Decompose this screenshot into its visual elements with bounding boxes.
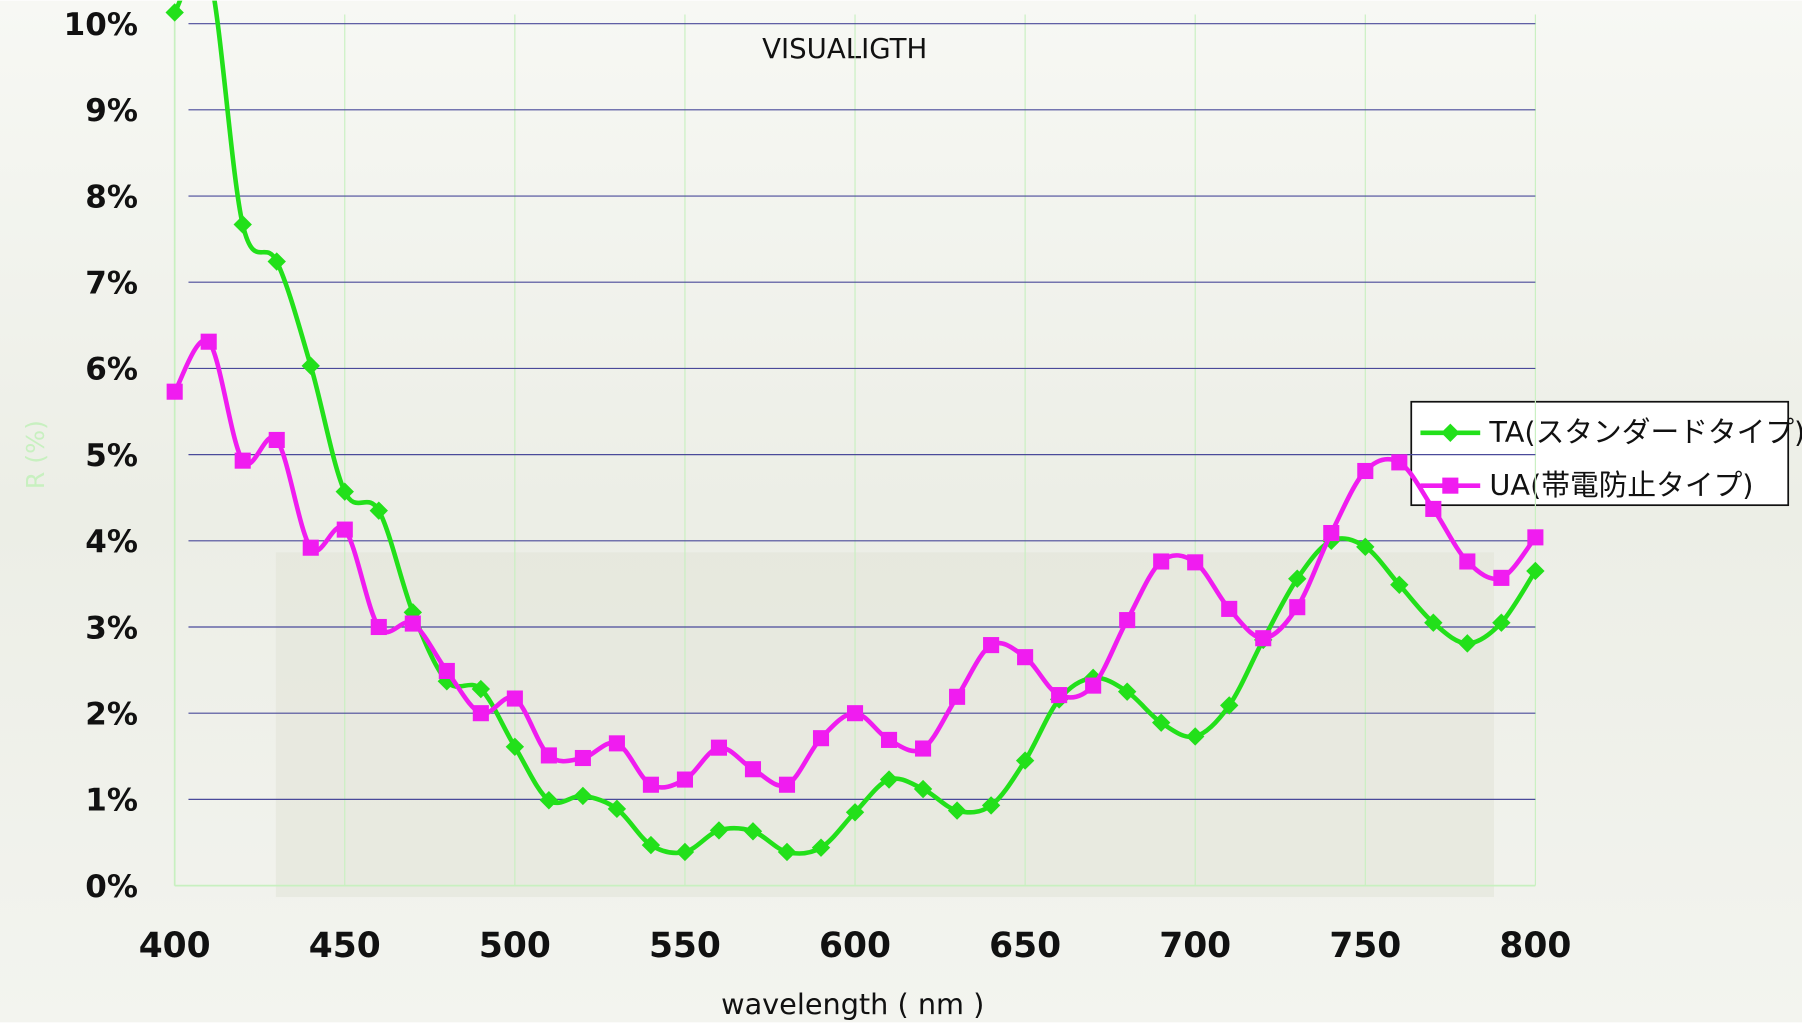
data-marker [1221,601,1237,617]
x-tick-label: 650 [989,926,1061,966]
data-marker [1289,599,1305,615]
data-marker [575,750,591,766]
data-marker [337,522,353,538]
y-axis-label: R (%) [21,420,50,489]
y-tick-label: 5% [85,438,138,474]
data-marker [1357,463,1373,479]
legend-label: UA(帯電防止タイプ) [1489,468,1753,502]
y-tick-label: 4% [85,524,138,560]
data-marker [1085,678,1101,694]
data-marker [405,616,421,632]
y-tick-label: 1% [85,783,138,819]
data-marker [235,453,251,469]
data-marker [269,432,285,448]
data-marker [1051,687,1067,703]
data-marker [167,384,183,400]
data-marker [473,705,489,721]
legend-marker [1442,478,1458,494]
data-marker [371,619,387,635]
data-marker [1255,630,1271,646]
x-tick-label: 400 [139,926,211,966]
data-marker [541,747,557,763]
chart-title: VISUALIGTH [762,32,927,65]
y-tick-label: 6% [85,352,138,388]
data-marker [201,334,217,350]
y-tick-label: 10% [64,7,138,43]
y-tick-label: 0% [85,869,138,905]
data-marker [1425,501,1441,517]
data-marker [303,540,319,556]
data-marker [813,730,829,746]
legend: TA(スタンダードタイプ)UA(帯電防止タイプ) [1411,402,1802,505]
x-tick-label: 550 [649,926,721,966]
data-marker [983,637,999,653]
data-marker [745,761,761,777]
y-tick-label: 8% [85,179,138,215]
data-marker [1391,454,1407,470]
chart: VISUALIGTH wavelength ( nm ) R (%) TA(スタ… [0,0,1802,1023]
y-tick-label: 9% [85,93,138,129]
data-marker [711,740,727,756]
x-tick-label: 500 [479,926,551,966]
data-marker [915,740,931,756]
x-tick-label: 450 [309,926,381,966]
data-marker [779,777,795,793]
data-marker [609,735,625,751]
data-marker [1493,570,1509,586]
data-marker [507,690,523,706]
x-tick-label: 800 [1499,926,1571,966]
y-tick-label: 7% [85,266,138,302]
data-marker [643,777,659,793]
data-marker [1527,529,1543,545]
x-tick-label: 700 [1159,926,1231,966]
x-tick-label: 750 [1329,926,1401,966]
data-marker [677,772,693,788]
data-marker [1187,554,1203,570]
x-axis-label: wavelength ( nm ) [721,987,984,1021]
data-marker [1017,649,1033,665]
y-tick-label: 2% [85,696,138,732]
x-tick-label: 600 [819,926,891,966]
page: {"chart_data": {"type": "line", "title":… [0,0,1802,1023]
data-marker [847,705,863,721]
data-marker [1119,612,1135,628]
y-tick-label: 3% [85,610,138,646]
data-marker [881,732,897,748]
data-marker [1459,553,1475,569]
data-marker [439,663,455,679]
data-marker [1153,553,1169,569]
data-marker [949,689,965,705]
data-marker [1323,525,1339,541]
background-decoration [276,552,1494,897]
